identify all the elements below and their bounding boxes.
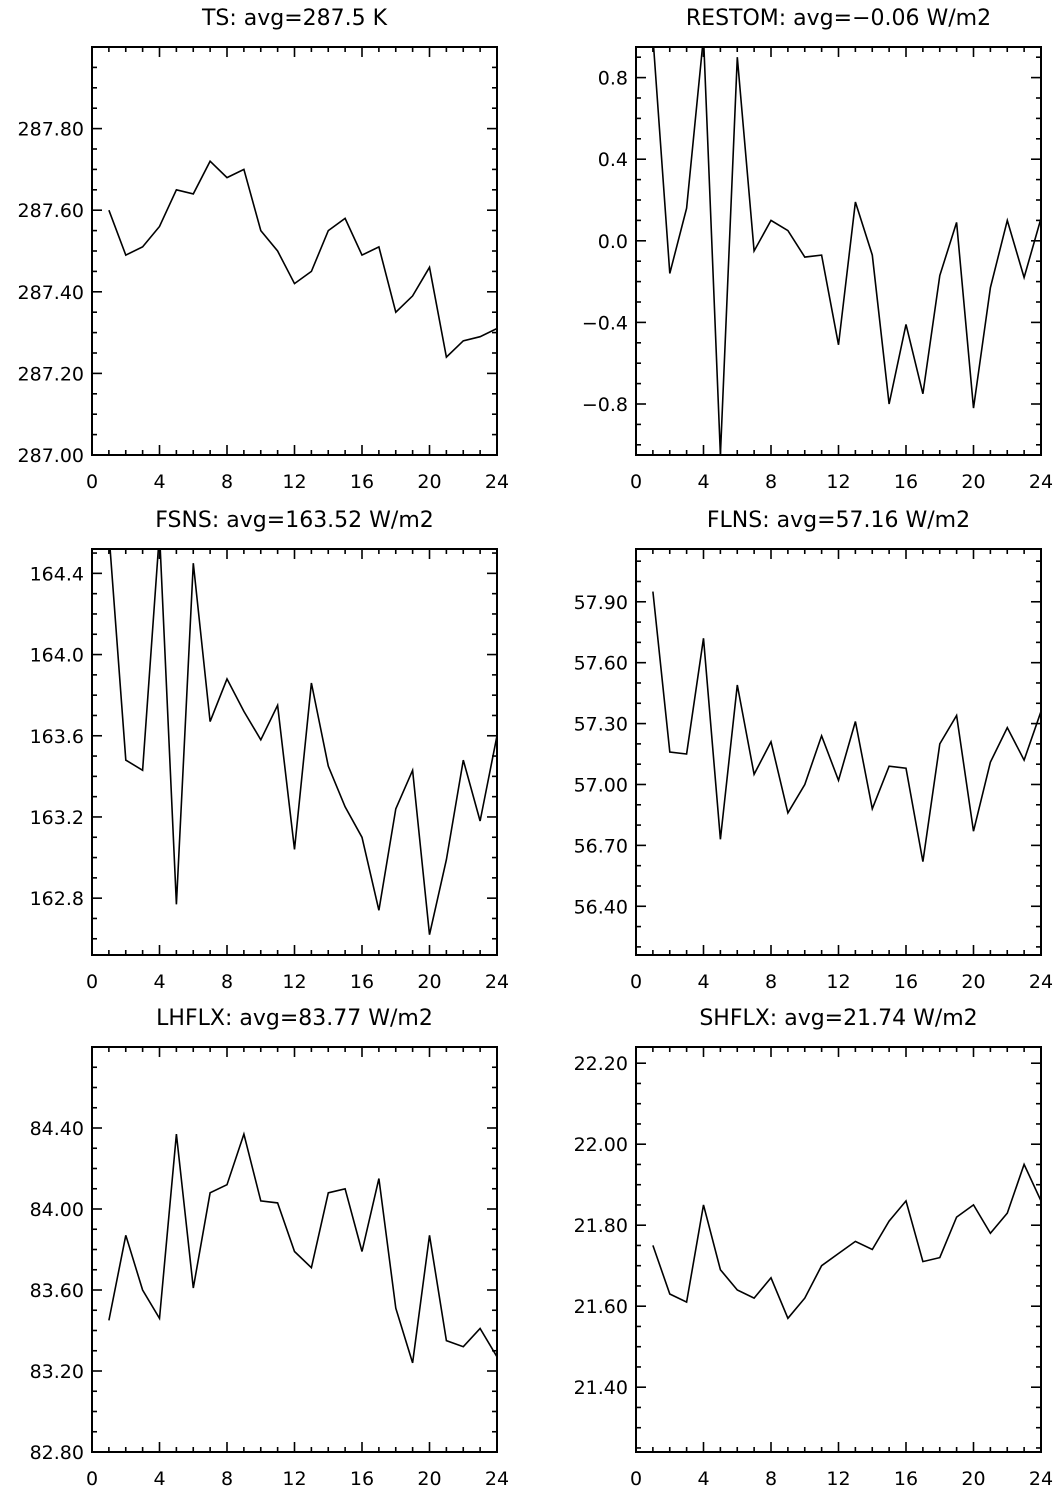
series-line bbox=[652, 47, 1041, 455]
chart-title: FLNS: avg=57.16 W/m2 bbox=[707, 508, 970, 533]
y-tick-label: 57.00 bbox=[574, 774, 628, 796]
plot-frame bbox=[91, 46, 498, 456]
x-tick-label: 12 bbox=[282, 471, 306, 493]
chart-panel: FSNS: avg=163.52 W/m2 0 4 8 12 16 20 24 162.8 163… bbox=[30, 508, 510, 993]
x-tick-label: 4 bbox=[153, 1468, 165, 1490]
x-tick-label: 0 bbox=[86, 971, 98, 993]
y-tick-label: 56.70 bbox=[574, 835, 628, 857]
y-tick-label: 21.80 bbox=[574, 1215, 628, 1237]
y-tick-label: −0.4 bbox=[582, 312, 628, 334]
x-tick-label: 4 bbox=[153, 971, 165, 993]
chart-title: SHFLX: avg=21.74 W/m2 bbox=[699, 1006, 977, 1031]
x-tick-label: 12 bbox=[826, 471, 850, 493]
y-tick-label: 163.2 bbox=[30, 807, 84, 829]
x-tick-label: 16 bbox=[350, 1468, 374, 1490]
y-tick-label: 287.80 bbox=[18, 119, 84, 141]
chart-panel: SHFLX: avg=21.74 W/m2 0 4 8 12 16 20 24 21.40 21.… bbox=[574, 1006, 1054, 1490]
x-tick-label: 16 bbox=[894, 1468, 918, 1490]
series-line bbox=[108, 159, 497, 359]
chart-panel: FLNS: avg=57.16 W/m2 0 4 8 12 16 20 24 56.40 56.7… bbox=[574, 508, 1054, 993]
x-tick-label: 4 bbox=[697, 1468, 709, 1490]
x-tick-label: 24 bbox=[1029, 471, 1053, 493]
y-tick-label: 163.6 bbox=[30, 726, 84, 748]
x-tick-label: 24 bbox=[485, 471, 509, 493]
chart-title: LHFLX: avg=83.77 W/m2 bbox=[156, 1006, 433, 1031]
x-tick-label: 0 bbox=[630, 971, 642, 993]
x-tick-label: 12 bbox=[282, 1468, 306, 1490]
x-tick-label: 12 bbox=[826, 971, 850, 993]
y-tick-label: 0.8 bbox=[598, 68, 628, 90]
x-tick-label: 24 bbox=[1029, 971, 1053, 993]
x-tick-label: 0 bbox=[630, 1468, 642, 1490]
x-tick-label: 0 bbox=[86, 471, 98, 493]
x-tick-label: 20 bbox=[961, 471, 985, 493]
x-tick-label: 8 bbox=[221, 971, 233, 993]
x-tick-label: 24 bbox=[1029, 1468, 1053, 1490]
y-tick-label: 164.0 bbox=[30, 645, 84, 667]
chart-panel: RESTOM: avg=−0.06 W/m2 0 4 8 12 16 20 24 −0.8 −0.… bbox=[582, 6, 1053, 493]
y-tick-label: 56.40 bbox=[574, 896, 628, 918]
y-tick-label: 22.00 bbox=[574, 1134, 628, 1156]
y-tick-label: 21.40 bbox=[574, 1377, 628, 1399]
y-tick-label: 164.4 bbox=[30, 563, 84, 585]
plot-frame bbox=[635, 1046, 1042, 1453]
series-line bbox=[652, 591, 1041, 862]
series-line bbox=[652, 1162, 1041, 1320]
x-tick-label: 20 bbox=[417, 1468, 441, 1490]
y-tick-label: 84.40 bbox=[30, 1118, 84, 1140]
x-tick-label: 16 bbox=[894, 971, 918, 993]
x-tick-label: 16 bbox=[350, 971, 374, 993]
chart-title: FSNS: avg=163.52 W/m2 bbox=[155, 508, 434, 533]
x-tick-label: 8 bbox=[765, 1468, 777, 1490]
series-line bbox=[109, 549, 497, 935]
y-tick-label: 21.60 bbox=[574, 1296, 628, 1318]
plot-frame bbox=[91, 548, 498, 956]
y-tick-label: 287.00 bbox=[18, 445, 84, 467]
series-line bbox=[108, 1131, 497, 1364]
y-tick-label: 0.0 bbox=[598, 231, 628, 253]
x-tick-label: 8 bbox=[765, 971, 777, 993]
chart-panel: LHFLX: avg=83.77 W/m2 0 4 8 12 16 20 24 82.80 83.… bbox=[30, 1006, 510, 1490]
x-tick-label: 12 bbox=[282, 971, 306, 993]
x-tick-label: 24 bbox=[485, 1468, 509, 1490]
y-tick-label: 84.00 bbox=[30, 1199, 84, 1221]
x-tick-label: 4 bbox=[697, 971, 709, 993]
x-tick-label: 4 bbox=[153, 471, 165, 493]
x-tick-label: 0 bbox=[86, 1468, 98, 1490]
plot-frame bbox=[635, 548, 1042, 956]
y-tick-label: 83.20 bbox=[30, 1361, 84, 1383]
y-tick-label: 162.8 bbox=[30, 888, 84, 910]
y-tick-label: 287.40 bbox=[18, 282, 84, 304]
x-tick-label: 16 bbox=[894, 471, 918, 493]
y-tick-label: −0.8 bbox=[582, 394, 628, 416]
y-tick-label: 22.20 bbox=[574, 1053, 628, 1075]
x-tick-label: 8 bbox=[221, 471, 233, 493]
x-tick-label: 4 bbox=[697, 471, 709, 493]
x-tick-label: 0 bbox=[630, 471, 642, 493]
y-tick-label: 57.60 bbox=[574, 653, 628, 675]
x-tick-label: 12 bbox=[826, 1468, 850, 1490]
y-tick-label: 287.60 bbox=[18, 200, 84, 222]
y-tick-label: 57.90 bbox=[574, 592, 628, 614]
y-tick-label: 57.30 bbox=[574, 714, 628, 736]
x-tick-label: 8 bbox=[221, 1468, 233, 1490]
x-tick-label: 20 bbox=[961, 971, 985, 993]
x-tick-label: 8 bbox=[765, 471, 777, 493]
chart-title: TS: avg=287.5 K bbox=[201, 6, 388, 31]
chart-panel: TS: avg=287.5 K 0 4 8 12 16 20 24 287.00 287.20 28… bbox=[18, 6, 510, 493]
y-tick-label: 287.20 bbox=[18, 363, 84, 385]
x-tick-label: 16 bbox=[350, 471, 374, 493]
x-tick-label: 20 bbox=[417, 471, 441, 493]
y-tick-label: 0.4 bbox=[598, 149, 628, 171]
chart-title: RESTOM: avg=−0.06 W/m2 bbox=[686, 6, 991, 31]
y-tick-label: 83.60 bbox=[30, 1280, 84, 1302]
x-tick-label: 20 bbox=[417, 971, 441, 993]
x-tick-label: 24 bbox=[485, 971, 509, 993]
x-tick-label: 20 bbox=[961, 1468, 985, 1490]
y-tick-label: 82.80 bbox=[30, 1442, 84, 1464]
